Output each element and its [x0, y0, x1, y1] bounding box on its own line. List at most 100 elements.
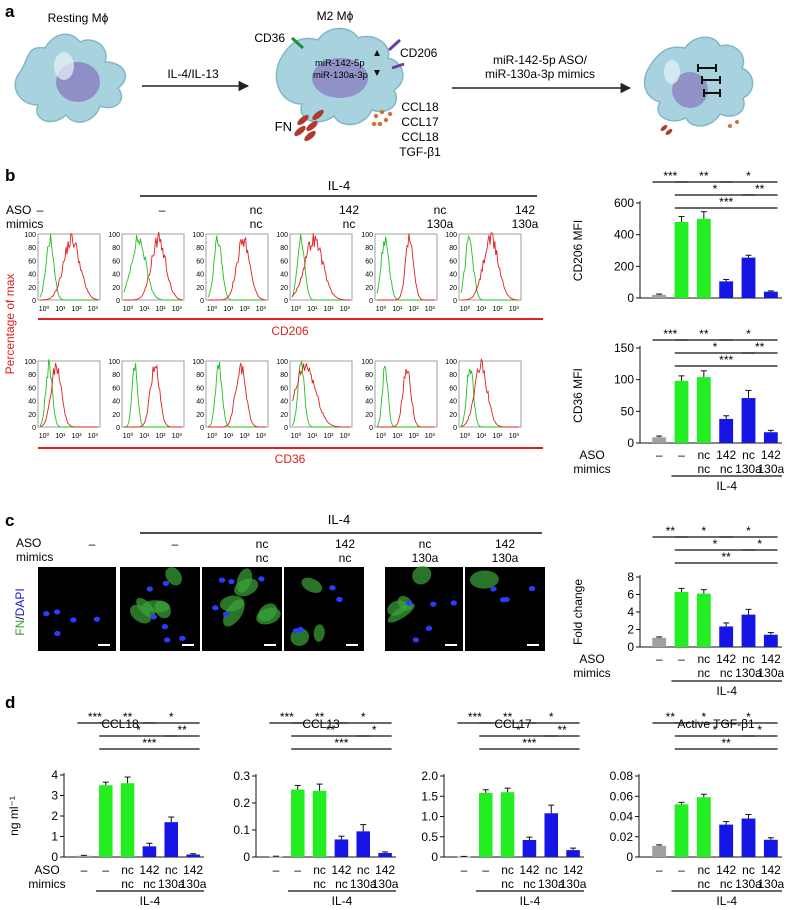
- flow-r0c1-ytick-0: 0: [116, 298, 120, 305]
- flow-r1c5-isotype-trace: [460, 368, 519, 428]
- ccl17-ytick-label-3: 1.5: [421, 789, 438, 803]
- micro-ylabel-fn: FN: [13, 620, 27, 636]
- mimics-cond-2: nc: [250, 217, 263, 231]
- cd36-aso-1: –: [678, 448, 685, 462]
- ccl17-bar-4: [544, 813, 559, 857]
- flow-r1c1-ytick-4: 80: [112, 372, 120, 379]
- fn-ytick-label-0: 0: [627, 640, 634, 654]
- flow-r1c1-xtick-3: 10³: [172, 433, 183, 440]
- aso-cond-c-1: –: [172, 537, 179, 551]
- ccl13-sig-label-5: ***: [334, 736, 348, 750]
- cd36-sig-label-5: ***: [719, 353, 733, 367]
- micrograph-3-nucleus-3: [292, 628, 300, 634]
- flow-r1c3-ytick-2: 40: [280, 399, 288, 406]
- flow-r1c2-ytick-4: 80: [196, 372, 204, 379]
- cd206-ytick-label-1: 200: [614, 259, 634, 273]
- ccl18-aso-4: nc: [165, 863, 178, 877]
- fn-label: FN: [275, 119, 292, 134]
- mimics-cond-c-3: nc: [339, 551, 352, 565]
- aso-cond-3: 142: [339, 203, 359, 217]
- ccl13-aso-2: nc: [313, 863, 326, 877]
- flow-r0c1-isotype-trace: [123, 234, 182, 301]
- flow-r0c4-ytick-3: 60: [365, 258, 373, 265]
- aso-cond-4: nc: [434, 203, 447, 217]
- flow-r0c0-ytick-1: 20: [28, 285, 36, 292]
- flow-r1c3-ytick-5: 100: [276, 359, 288, 366]
- flow-r1c0-xtick-1: 10¹: [55, 433, 66, 440]
- fn-sig-label-0: **: [666, 524, 676, 538]
- micro-ylabel-slash: /: [13, 616, 27, 620]
- flow-r1c5-ytick-0: 0: [453, 425, 457, 432]
- ccl17-aso-0: –: [461, 863, 468, 877]
- il4-label-c: IL-4: [328, 512, 350, 527]
- flow-r1c3-xtick-2: 10²: [323, 433, 334, 440]
- cd206-bar-3: [719, 281, 734, 298]
- flow-r0c2-xtick-0: 10⁰: [207, 305, 218, 313]
- cd36-bar-2: [696, 377, 711, 443]
- cd36-aso-4: nc: [742, 448, 755, 462]
- cd206-sig-label-4: **: [755, 182, 765, 196]
- flow-r1c2-xtick-3: 10³: [256, 433, 267, 440]
- cd36-aso-0: –: [656, 448, 663, 462]
- flow-r0c5-xtick-3: 10³: [509, 306, 520, 313]
- fn-bar-2: [696, 593, 711, 647]
- mimics-cond-5: 130a: [512, 217, 539, 231]
- ccl18-aso-0: –: [81, 863, 88, 877]
- cd36-bar-0: [652, 437, 667, 443]
- tgf-ytick-label-3: 0.06: [610, 789, 634, 803]
- flow-r1c0-ytick-1: 20: [28, 412, 36, 419]
- ccl17-aso-1: –: [482, 863, 489, 877]
- ccl17-mimics-5: 130a: [560, 877, 587, 891]
- flow-r0c4-stain-trace: [377, 233, 435, 301]
- cd206-ytick-label-2: 400: [614, 228, 634, 242]
- ccl17-aso-3: 142: [519, 863, 539, 877]
- cd36-sig-label-0: ***: [663, 327, 677, 341]
- micrograph-2-nucleus-0: [212, 605, 219, 611]
- flow-r1c4-isotype-trace: [376, 365, 435, 428]
- cytokine-1: CCL18: [401, 100, 439, 114]
- tgf-aso-1: –: [678, 863, 685, 877]
- flow-r0c3-xtick-1: 10¹: [307, 306, 318, 313]
- flow-r0c5-isotype-trace: [460, 234, 519, 301]
- cd206-ytick-label-3: 600: [614, 196, 634, 210]
- flow-r1c2-xtick-1: 10¹: [223, 433, 234, 440]
- tgf-ytick-label-1: 0.02: [610, 830, 634, 844]
- ccl17-ytick-label-2: 1.0: [421, 810, 438, 824]
- treatment-label-2: miR-130a-3p mimics: [485, 67, 595, 81]
- cytokine-2: CCL17: [401, 115, 439, 129]
- micrograph-4-nucleus-3: [425, 625, 433, 631]
- flow-r0c0-ytick-0: 0: [32, 298, 36, 305]
- flow-r0c2-xtick-1: 10¹: [223, 306, 234, 313]
- flow-r1c1-ytick-3: 60: [112, 385, 120, 392]
- tgf-mimics-3: nc: [720, 877, 733, 891]
- ccl18-aso-1: –: [102, 863, 109, 877]
- flow-r0c4-xtick-0: 10⁰: [376, 305, 387, 313]
- ccl17-mimics-4: 130a: [538, 877, 565, 891]
- ccl13-il4-label: IL-4: [332, 894, 353, 908]
- flow-r1c5-ytick-1: 20: [449, 412, 457, 419]
- cd36-ytick-label-2: 100: [614, 373, 634, 387]
- flow-r0c4-ytick-2: 40: [365, 272, 373, 279]
- flow-r1c1-ytick-5: 100: [108, 359, 120, 366]
- cd206-sig-label-5: ***: [719, 195, 733, 209]
- ccl13-ytick-label-3: 0.3: [233, 769, 250, 783]
- ccl13-mimics-5: 130a: [372, 877, 399, 891]
- ccl18-sig-label-2: *: [169, 710, 174, 724]
- flow-r0c1-xtick-0: 10⁰: [123, 305, 134, 313]
- flow-r0c2-stain-trace: [208, 236, 267, 301]
- ccl13-aso-3: 142: [331, 863, 351, 877]
- micrograph-0-nucleus-1: [93, 616, 101, 622]
- flow-r1c5-ytick-2: 40: [449, 399, 457, 406]
- tgf-il4-label: IL-4: [716, 894, 737, 908]
- fn-ytick-label-3: 6: [627, 588, 634, 602]
- cd36-sig-label-4: **: [755, 340, 765, 354]
- ccl18-ytick-label-1: 1: [51, 830, 58, 844]
- cd36-il4-label: IL-4: [716, 479, 737, 493]
- ccl17-aso-5: 142: [563, 863, 583, 877]
- panel-label-a: a: [5, 2, 15, 21]
- flow-r1c4-ytick-0: 0: [369, 425, 373, 432]
- flow-r1c5-xtick-3: 10³: [509, 433, 520, 440]
- ccl18-ytick-label-0: 0: [51, 850, 58, 864]
